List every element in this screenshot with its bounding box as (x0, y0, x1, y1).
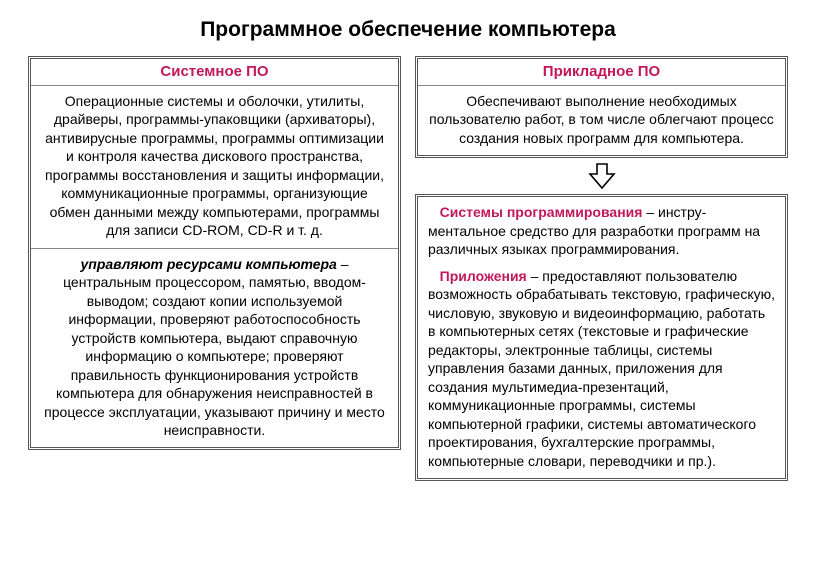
page-title: Программное обеспечение компьютера (28, 18, 788, 42)
applications-para: Приложения – предоставляют пользо­вателю… (428, 267, 775, 470)
system-software-rest: – центральным процессором, памятью, ввод… (44, 256, 385, 438)
system-software-box: Системное ПО Операционные системы и обол… (28, 56, 401, 450)
programming-and-apps-box: Системы программирования – инстру­ментал… (415, 194, 788, 481)
system-software-header: Системное ПО (31, 59, 398, 86)
columns: Системное ПО Операционные системы и обол… (28, 56, 788, 481)
page: Программное обеспечение компьютера Систе… (0, 0, 816, 571)
left-column: Системное ПО Операционные системы и обол… (28, 56, 401, 450)
application-software-header: Прикладное ПО (418, 59, 785, 86)
system-software-lead: управляют ресурсами компьютера (80, 256, 336, 272)
application-software-body: Обеспечивают выполнение необходимых поль… (418, 86, 785, 155)
programming-and-apps-body: Системы программирования – инстру­ментал… (418, 197, 785, 478)
system-software-description: управляют ресурсами компьютера – централ… (31, 249, 398, 448)
programming-systems-lead: Системы программирования (440, 204, 643, 220)
right-column: Прикладное ПО Обеспечивают выполнение не… (415, 56, 788, 481)
programming-systems-para: Системы программирования – инстру­ментал… (428, 203, 775, 258)
arrow-down-icon (415, 162, 788, 190)
applications-rest: – предоставляют пользо­вателю возможност… (428, 268, 775, 469)
applications-lead: Приложения (440, 268, 527, 284)
application-software-box: Прикладное ПО Обеспечивают выполнение не… (415, 56, 788, 158)
system-software-list: Операционные системы и оболочки, утилиты… (31, 86, 398, 248)
